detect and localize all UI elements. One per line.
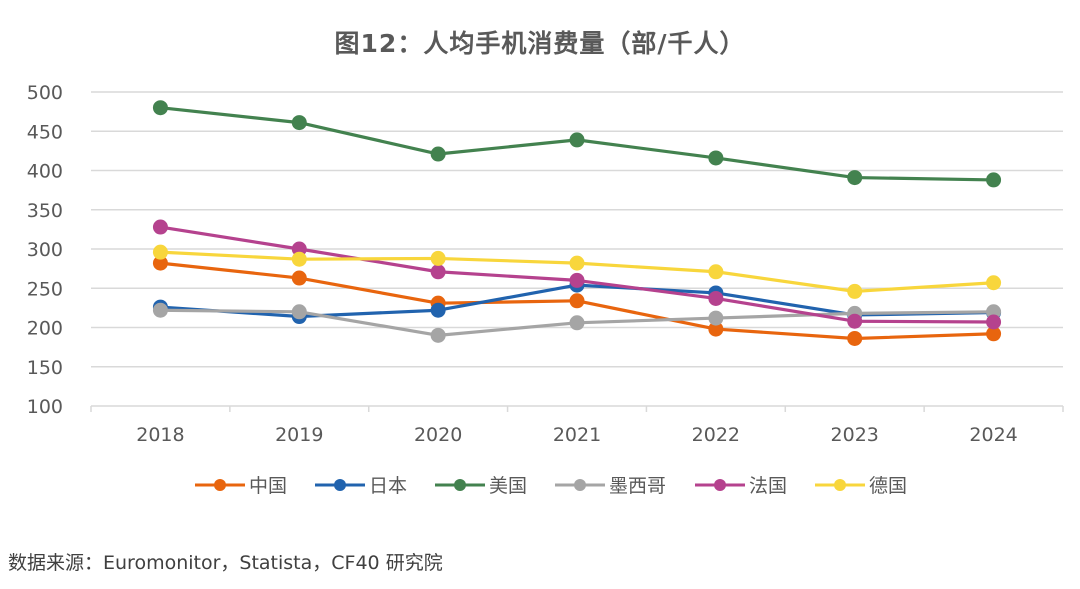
series-法国	[152, 219, 1002, 330]
data-point	[986, 172, 1002, 188]
y-tick-label: 150	[27, 357, 63, 379]
y-tick-label: 100	[27, 396, 63, 418]
y-axis-ticks: 100 150 200 250 300 350 400 450 500	[27, 82, 63, 418]
data-point	[569, 132, 585, 148]
legend-label: 墨西哥	[609, 475, 666, 497]
data-point	[708, 310, 724, 326]
x-tick-label: 2020	[414, 424, 462, 446]
y-tick-label: 400	[27, 161, 63, 183]
series-美国	[152, 100, 1002, 188]
x-tick-label: 2022	[692, 424, 740, 446]
legend-marker	[454, 479, 466, 491]
data-point	[291, 115, 307, 131]
data-point	[708, 290, 724, 306]
data-point	[986, 326, 1002, 342]
data-point	[708, 150, 724, 166]
data-point	[152, 255, 168, 271]
data-point	[152, 244, 168, 260]
series-墨西哥	[152, 302, 1002, 343]
x-tick-label: 2019	[275, 424, 323, 446]
data-point	[847, 330, 863, 346]
legend-label: 中国	[249, 475, 287, 497]
chart-title: 图12：人均手机消费量（部/千人）	[334, 29, 746, 58]
legend-item: 法国	[695, 475, 787, 497]
data-point	[569, 293, 585, 309]
data-point	[847, 283, 863, 299]
data-point	[708, 321, 724, 337]
legend-marker	[214, 479, 226, 491]
legend-item: 德国	[815, 475, 907, 497]
source-note: 数据来源：Euromonitor，Statista，CF40 研究院	[8, 552, 443, 574]
data-point	[986, 275, 1002, 291]
legend: 中国 日本 美国 墨西哥 法国 德国	[195, 475, 907, 497]
y-tick-label: 250	[27, 278, 63, 300]
x-tick-label: 2023	[831, 424, 879, 446]
data-point	[847, 313, 863, 329]
data-point	[430, 250, 446, 266]
legend-label: 法国	[749, 475, 787, 497]
y-tick-label: 450	[27, 121, 63, 143]
legend-label: 日本	[369, 475, 407, 497]
data-point	[291, 270, 307, 286]
legend-item: 中国	[195, 475, 287, 497]
data-point	[986, 314, 1002, 330]
legend-marker	[334, 479, 346, 491]
data-point	[152, 302, 168, 318]
y-tick-label: 200	[27, 318, 63, 340]
data-point	[430, 264, 446, 280]
x-axis-ticks: 2018 2019 2020 2021 2022 2023 2024	[136, 424, 1018, 446]
x-tick-label: 2024	[969, 424, 1017, 446]
legend-marker	[714, 479, 726, 491]
data-point	[708, 264, 724, 280]
legend-item: 墨西哥	[555, 475, 666, 497]
x-tick-label: 2018	[136, 424, 184, 446]
data-point	[569, 272, 585, 288]
legend-item: 美国	[435, 475, 527, 497]
y-tick-label: 300	[27, 239, 63, 261]
y-tick-label: 350	[27, 200, 63, 222]
series-德国	[152, 244, 1002, 299]
y-tick-label: 500	[27, 82, 63, 104]
data-point	[847, 170, 863, 186]
legend-marker	[834, 479, 846, 491]
data-point	[569, 315, 585, 331]
data-point	[291, 251, 307, 267]
data-point	[291, 304, 307, 320]
legend-marker	[574, 479, 586, 491]
x-tick-label: 2021	[553, 424, 601, 446]
legend-label: 美国	[489, 475, 527, 497]
data-point	[152, 100, 168, 116]
data-point	[152, 219, 168, 235]
legend-item: 日本	[315, 475, 407, 497]
series-lines	[152, 100, 1002, 346]
data-point	[430, 146, 446, 162]
data-point	[430, 302, 446, 318]
data-point	[569, 255, 585, 271]
legend-label: 德国	[869, 475, 907, 497]
data-point	[430, 327, 446, 343]
x-axis	[90, 405, 1064, 412]
